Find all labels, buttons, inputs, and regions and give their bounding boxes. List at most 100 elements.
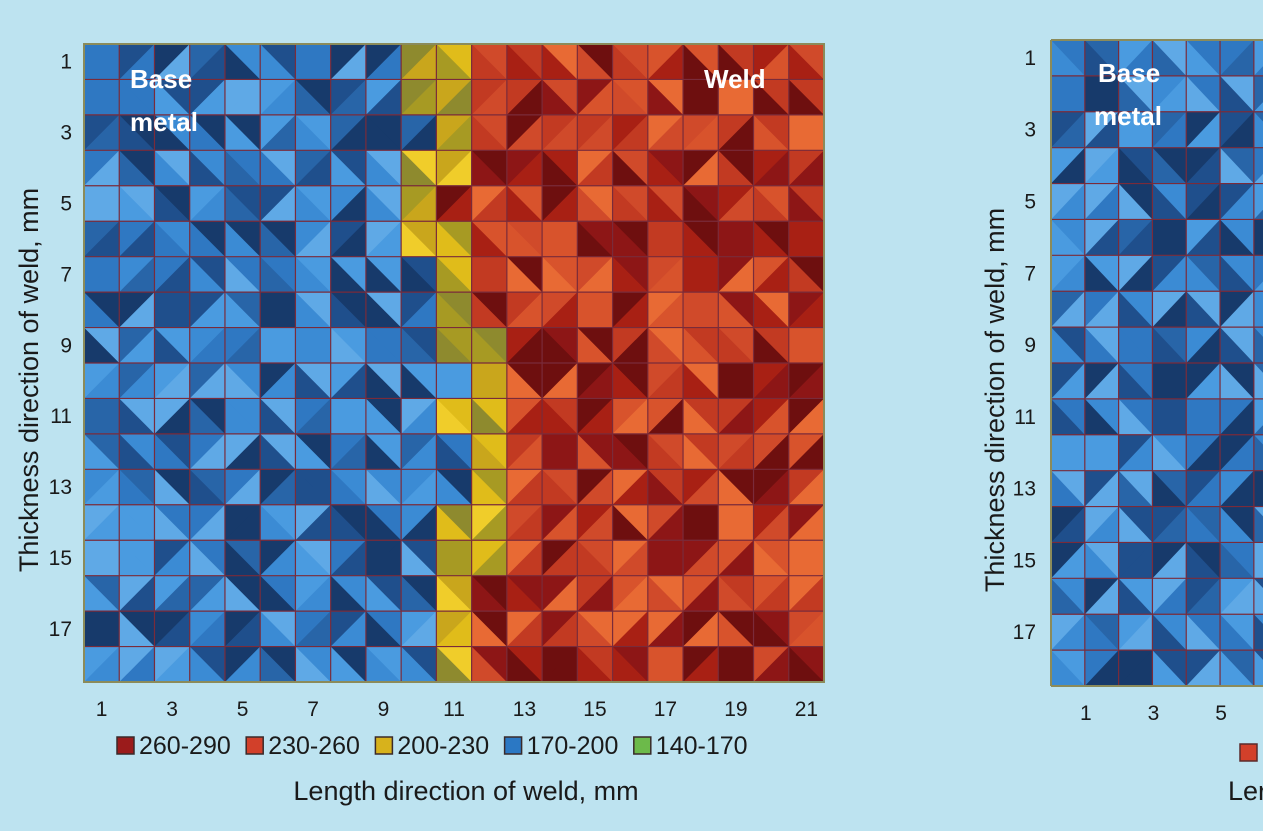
heatmap-cell	[577, 256, 614, 293]
heatmap-cell	[1118, 75, 1153, 113]
heatmap-cell	[295, 44, 332, 80]
heatmap-cell	[753, 292, 790, 329]
heatmap-cell	[436, 150, 473, 187]
heatmap-cell	[295, 575, 332, 612]
heatmap-cell	[471, 398, 508, 435]
heatmap-cell	[718, 611, 755, 648]
heatmap-cell	[1118, 291, 1153, 328]
heatmap-cell	[506, 221, 543, 258]
heatmap-cell	[224, 433, 261, 470]
heatmap-cell	[1152, 147, 1187, 185]
heatmap-cell	[718, 433, 755, 470]
heatmap-cell	[1118, 398, 1153, 436]
y-tick-label: 11	[1014, 406, 1036, 429]
right-x-axis-title-partial: Ler	[1228, 776, 1263, 806]
heatmap-cell	[330, 611, 367, 648]
heatmap-cell	[260, 504, 296, 541]
heatmap-cell	[506, 398, 543, 435]
heatmap-cell	[647, 611, 684, 648]
heatmap-cell	[1118, 434, 1153, 472]
heatmap-cell	[1186, 327, 1221, 364]
heatmap-cell	[436, 327, 473, 364]
heatmap-cell	[295, 646, 332, 682]
heatmap-cell	[1084, 40, 1120, 77]
heatmap-cell	[224, 114, 261, 151]
heatmap-cell	[84, 398, 120, 435]
heatmap-cell	[119, 611, 155, 648]
heatmap-cell	[1253, 147, 1263, 185]
heatmap-cell	[295, 79, 332, 116]
heatmap-cell	[718, 221, 755, 258]
heatmap-cell	[1084, 183, 1120, 220]
heatmap-cell	[1084, 147, 1120, 185]
heatmap-cell	[1186, 111, 1221, 149]
heatmap-cell	[683, 79, 719, 116]
heatmap-cell	[506, 114, 543, 151]
heatmap-cell	[1084, 255, 1120, 292]
heatmap-cell	[788, 185, 824, 222]
heatmap-cell	[260, 646, 296, 682]
heatmap-cell	[471, 44, 508, 80]
heatmap-cell	[330, 398, 367, 435]
heatmap-cell	[260, 469, 296, 506]
heatmap-cell	[401, 363, 437, 399]
heatmap-cell	[365, 44, 402, 80]
heatmap-cell	[119, 114, 155, 151]
heatmap-cell	[718, 150, 755, 187]
heatmap-cell	[718, 469, 755, 506]
heatmap-cell	[1051, 183, 1086, 220]
heatmap-cell	[1220, 614, 1255, 651]
heatmap-cell	[401, 646, 437, 682]
heatmap-cell	[753, 469, 790, 506]
heatmap-cell	[260, 221, 296, 258]
heatmap-cell	[84, 79, 120, 116]
heatmap-cell	[1118, 147, 1153, 185]
heatmap-cell	[788, 292, 824, 329]
y-tick-label: 7	[1024, 262, 1036, 285]
heatmap-cell	[683, 256, 719, 293]
heatmap-cell	[1220, 327, 1255, 364]
heatmap-cell	[224, 540, 261, 577]
heatmap-cell	[330, 150, 367, 187]
heatmap-cell	[471, 469, 508, 506]
heatmap-cell	[1118, 111, 1153, 149]
heatmap-cell	[1220, 470, 1255, 508]
heatmap-cell	[189, 363, 226, 399]
legend-swatch	[116, 736, 135, 755]
heatmap-cell	[577, 79, 614, 116]
heatmap-cell	[1084, 650, 1120, 686]
heatmap-cell	[1051, 614, 1086, 651]
heatmap-cell	[154, 363, 191, 399]
left-legend: 260-290 230-260 200-230 170-200 140-170	[116, 732, 748, 760]
heatmap-cell	[84, 363, 120, 399]
heatmap-cell	[365, 256, 402, 293]
heatmap-cell	[330, 327, 367, 364]
heatmap-cell	[436, 646, 473, 682]
heatmap-cell	[577, 540, 614, 577]
heatmap-cell	[1152, 542, 1187, 579]
heatmap-cell	[788, 433, 824, 470]
heatmap-cell	[365, 150, 402, 187]
heatmap-cell	[189, 150, 226, 187]
heatmap-cell	[1152, 327, 1187, 364]
heatmap-cell	[436, 469, 473, 506]
heatmap-cell	[647, 433, 684, 470]
heatmap-cell	[119, 646, 155, 682]
heatmap-cell	[401, 221, 437, 258]
heatmap-cell	[154, 79, 191, 116]
heatmap-cell	[84, 150, 120, 187]
heatmap-cell	[753, 646, 790, 682]
y-tick-label: 13	[1013, 478, 1036, 501]
heatmap-cell	[119, 433, 155, 470]
heatmap-cell	[1186, 506, 1221, 543]
heatmap-cell	[224, 185, 261, 222]
heatmap-cell	[1253, 434, 1263, 472]
heatmap-cell	[1152, 578, 1187, 615]
heatmap-cell	[119, 44, 155, 80]
heatmap-cell	[260, 398, 296, 435]
heatmap-cell	[1152, 183, 1187, 220]
heatmap-cell	[506, 327, 543, 364]
heatmap-cell	[401, 433, 437, 470]
heatmap-cell	[1220, 75, 1255, 113]
legend-label: 140-170	[656, 732, 748, 760]
